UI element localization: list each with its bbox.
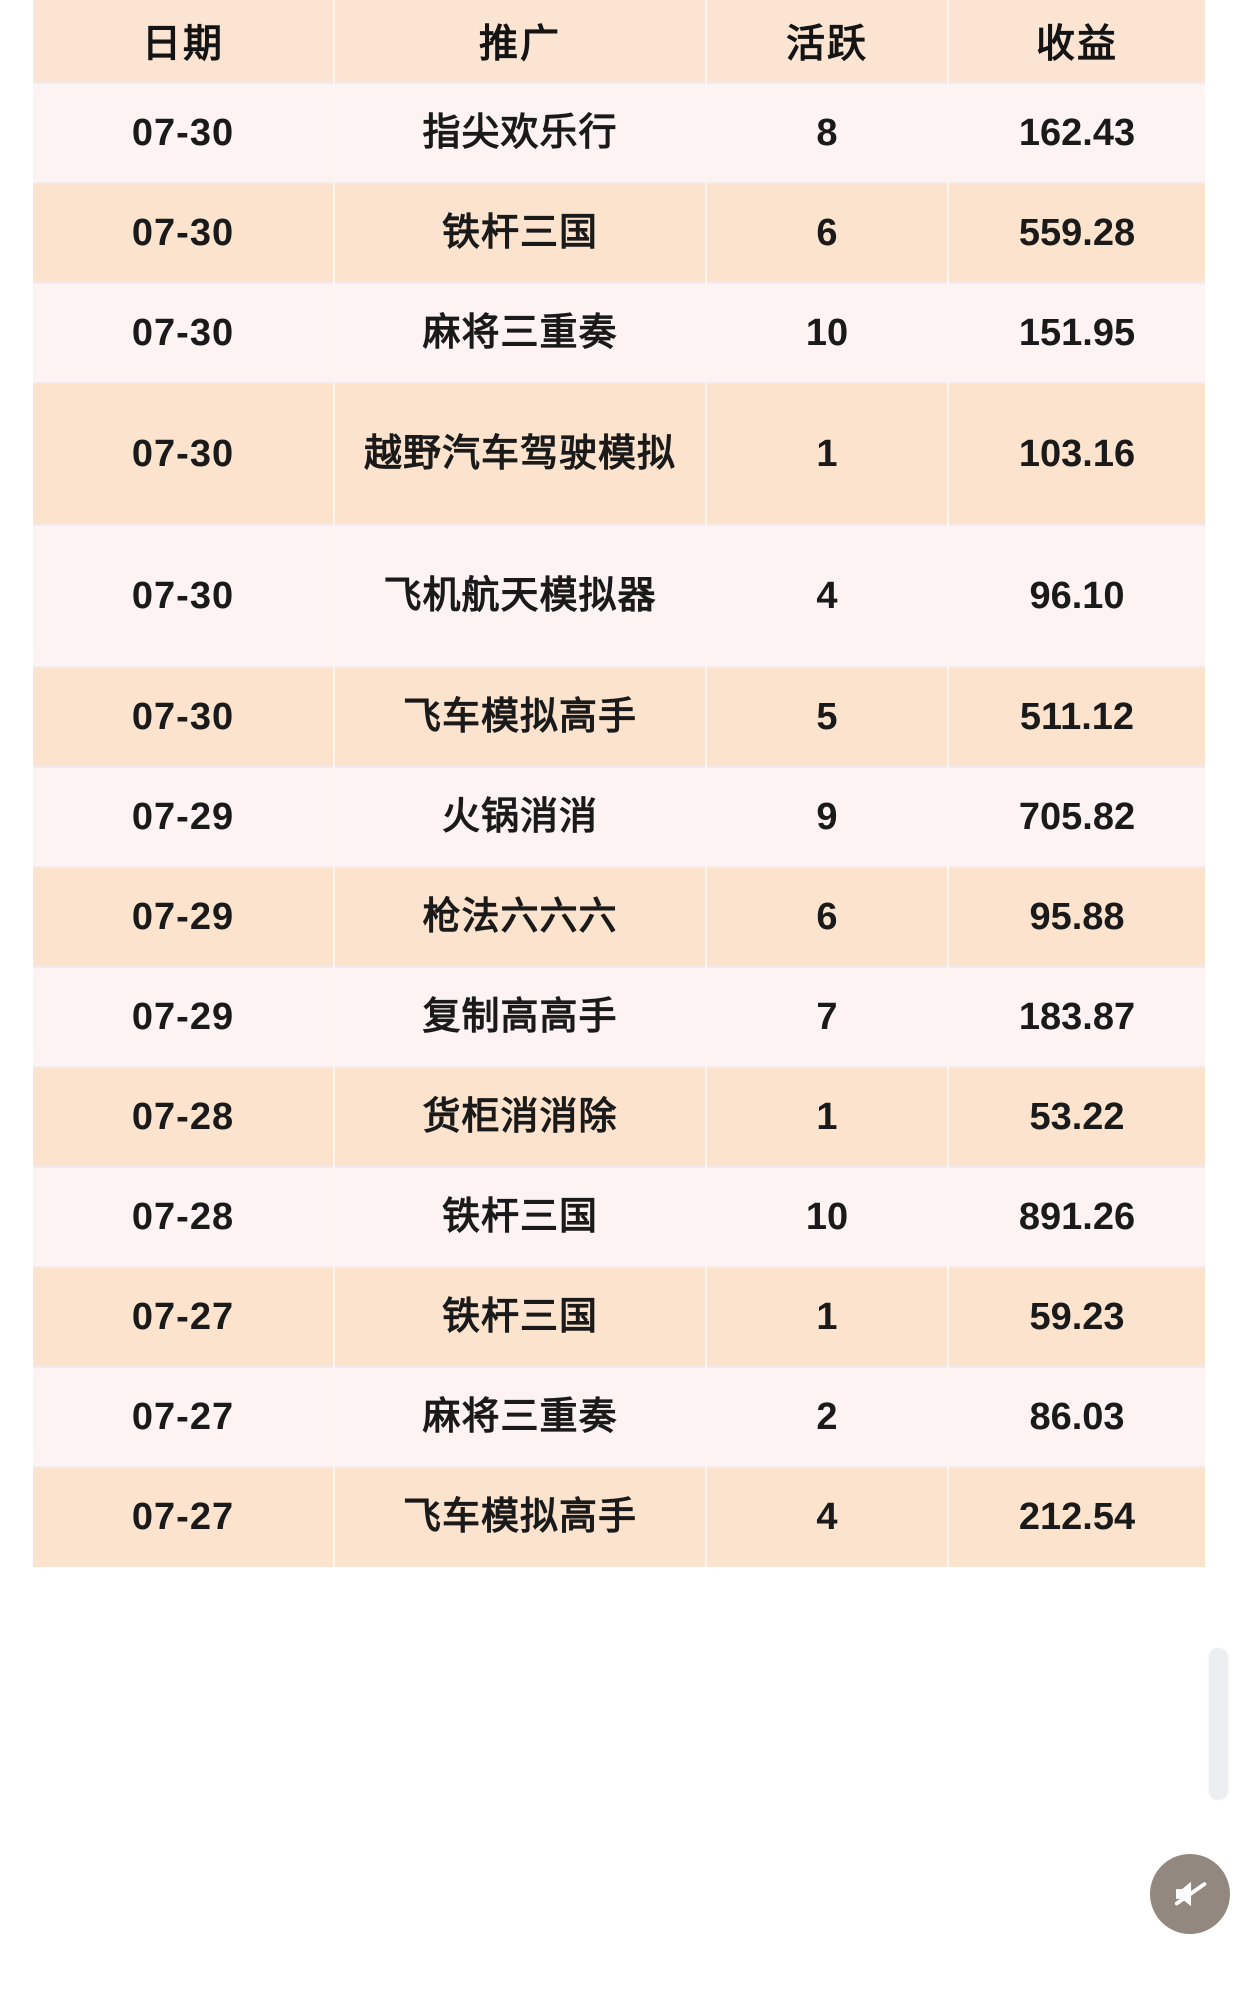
table-cell-income: 162.43 bbox=[948, 82, 1205, 183]
table-cell-active: 1 bbox=[706, 1266, 949, 1367]
table-cell-promo: 飞车模拟高手 bbox=[334, 666, 707, 767]
table-row[interactable]: 07-30 越野汽车驾驶模拟 1 103.16 bbox=[33, 382, 1205, 525]
table-cell-date: 07-27 bbox=[33, 1466, 335, 1567]
table-cell-active: 2 bbox=[706, 1366, 949, 1467]
table-cell-date: 07-27 bbox=[33, 1266, 335, 1367]
table-cell-promo: 麻将三重奏 bbox=[334, 282, 707, 383]
table-cell-promo: 铁杆三国 bbox=[334, 1166, 707, 1267]
table-row[interactable]: 07-29 火锅消消 9 705.82 bbox=[33, 766, 1205, 867]
table-row[interactable]: 07-30 铁杆三国 6 559.28 bbox=[33, 182, 1205, 283]
table-cell-active: 7 bbox=[706, 966, 949, 1067]
table-header: 日期 推广 活跃 收益 bbox=[33, 0, 1205, 83]
table-cell-date: 07-30 bbox=[33, 182, 335, 283]
column-header-promo[interactable]: 推广 bbox=[334, 0, 707, 83]
table-cell-date: 07-30 bbox=[33, 666, 335, 767]
column-header-date[interactable]: 日期 bbox=[33, 0, 335, 83]
table-row[interactable]: 07-29 枪法六六六 6 95.88 bbox=[33, 866, 1205, 967]
table-cell-active: 1 bbox=[706, 1066, 949, 1167]
table-cell-date: 07-28 bbox=[33, 1166, 335, 1267]
page-bottom-edge bbox=[0, 2003, 1240, 2006]
table-cell-income: 151.95 bbox=[948, 282, 1205, 383]
table-cell-date: 07-29 bbox=[33, 966, 335, 1067]
table-cell-active: 6 bbox=[706, 182, 949, 283]
mute-button[interactable] bbox=[1150, 1854, 1230, 1934]
table-cell-promo: 指尖欢乐行 bbox=[334, 82, 707, 183]
table-cell-income: 59.23 bbox=[948, 1266, 1205, 1367]
table-cell-active: 10 bbox=[706, 282, 949, 383]
table-cell-income: 212.54 bbox=[948, 1466, 1205, 1567]
table-cell-active: 9 bbox=[706, 766, 949, 867]
table-row[interactable]: 07-30 飞机航天模拟器 4 96.10 bbox=[33, 524, 1205, 667]
table-cell-income: 183.87 bbox=[948, 966, 1205, 1067]
table-cell-active: 6 bbox=[706, 866, 949, 967]
table-cell-date: 07-30 bbox=[33, 82, 335, 183]
table-cell-income: 53.22 bbox=[948, 1066, 1205, 1167]
table-row[interactable]: 07-28 货柜消消除 1 53.22 bbox=[33, 1066, 1205, 1167]
table-cell-active: 4 bbox=[706, 524, 949, 667]
table-cell-income: 86.03 bbox=[948, 1366, 1205, 1467]
table-row[interactable]: 07-27 铁杆三国 1 59.23 bbox=[33, 1266, 1205, 1367]
table-row[interactable]: 07-30 飞车模拟高手 5 511.12 bbox=[33, 666, 1205, 767]
table-cell-date: 07-28 bbox=[33, 1066, 335, 1167]
table-cell-promo: 铁杆三国 bbox=[334, 1266, 707, 1367]
earnings-table: 日期 推广 活跃 收益 07-30 指尖欢乐行 8 162.43 07-30 铁杆三国 6 5… bbox=[33, 0, 1205, 1567]
table-cell-promo: 货柜消消除 bbox=[334, 1066, 707, 1167]
table-cell-date: 07-27 bbox=[33, 1366, 335, 1467]
column-header-active[interactable]: 活跃 bbox=[706, 0, 949, 83]
table-cell-promo: 枪法六六六 bbox=[334, 866, 707, 967]
speaker-mute-icon bbox=[1169, 1873, 1211, 1915]
table-cell-active: 1 bbox=[706, 382, 949, 525]
table-cell-promo: 铁杆三国 bbox=[334, 182, 707, 283]
table-row[interactable]: 07-27 飞车模拟高手 4 212.54 bbox=[33, 1466, 1205, 1567]
table-cell-date: 07-30 bbox=[33, 524, 335, 667]
table-cell-income: 559.28 bbox=[948, 182, 1205, 283]
table-row[interactable]: 07-30 指尖欢乐行 8 162.43 bbox=[33, 82, 1205, 183]
table-row[interactable]: 07-28 铁杆三国 10 891.26 bbox=[33, 1166, 1205, 1267]
table-row[interactable]: 07-30 麻将三重奏 10 151.95 bbox=[33, 282, 1205, 383]
table-cell-promo: 飞车模拟高手 bbox=[334, 1466, 707, 1567]
table-cell-income: 511.12 bbox=[948, 666, 1205, 767]
table-cell-active: 5 bbox=[706, 666, 949, 767]
table-cell-active: 4 bbox=[706, 1466, 949, 1567]
table-cell-income: 705.82 bbox=[948, 766, 1205, 867]
table-cell-promo: 越野汽车驾驶模拟 bbox=[334, 382, 707, 525]
table-cell-income: 95.88 bbox=[948, 866, 1205, 967]
table-body: 07-30 指尖欢乐行 8 162.43 07-30 铁杆三国 6 559.28 07-30 麻将… bbox=[33, 82, 1205, 1567]
table-cell-date: 07-30 bbox=[33, 282, 335, 383]
earnings-table-container[interactable]: 日期 推广 活跃 收益 07-30 指尖欢乐行 8 162.43 07-30 铁杆三国 6 5… bbox=[33, 0, 1205, 2006]
table-cell-income: 891.26 bbox=[948, 1166, 1205, 1267]
table-cell-income: 103.16 bbox=[948, 382, 1205, 525]
table-cell-promo: 麻将三重奏 bbox=[334, 1366, 707, 1467]
table-cell-date: 07-30 bbox=[33, 382, 335, 525]
table-cell-promo: 飞机航天模拟器 bbox=[334, 524, 707, 667]
table-row[interactable]: 07-29 复制高高手 7 183.87 bbox=[33, 966, 1205, 1067]
table-header-row: 日期 推广 活跃 收益 bbox=[33, 0, 1205, 83]
table-cell-date: 07-29 bbox=[33, 866, 335, 967]
table-row[interactable]: 07-27 麻将三重奏 2 86.03 bbox=[33, 1366, 1205, 1467]
column-header-income[interactable]: 收益 bbox=[948, 0, 1205, 83]
table-cell-active: 8 bbox=[706, 82, 949, 183]
table-cell-promo: 复制高高手 bbox=[334, 966, 707, 1067]
table-cell-date: 07-29 bbox=[33, 766, 335, 867]
table-cell-promo: 火锅消消 bbox=[334, 766, 707, 867]
table-cell-income: 96.10 bbox=[948, 524, 1205, 667]
vertical-scrollbar-thumb[interactable] bbox=[1209, 1648, 1228, 1800]
table-cell-active: 10 bbox=[706, 1166, 949, 1267]
